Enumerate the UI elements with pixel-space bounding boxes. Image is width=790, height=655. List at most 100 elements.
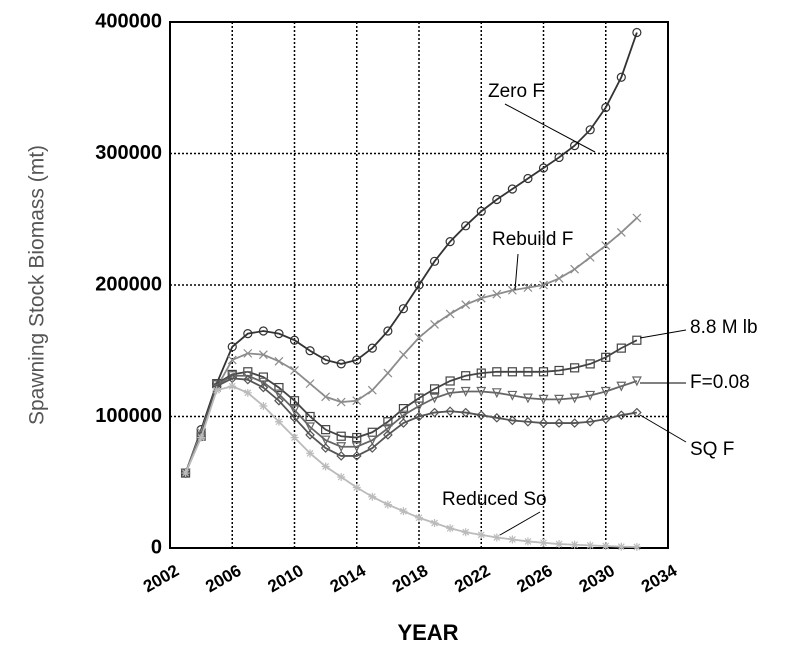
- x-tick-label: 2022: [451, 561, 493, 596]
- point: [492, 533, 501, 542]
- y-tick-label: 100000: [95, 405, 162, 427]
- point: [569, 418, 580, 428]
- y-axis-label: Spawning Stock Biomass (mt): [26, 145, 49, 425]
- leader-line: [639, 414, 687, 443]
- point: [399, 350, 408, 360]
- point: [399, 507, 408, 516]
- point: [259, 401, 268, 410]
- leader-line: [499, 511, 541, 536]
- point: [445, 376, 455, 386]
- point: [429, 384, 440, 394]
- point: [368, 492, 377, 501]
- point: [585, 252, 595, 262]
- point: [429, 407, 440, 418]
- point: [351, 451, 362, 461]
- point: [383, 430, 393, 440]
- y-tick-label: 200000: [95, 273, 162, 295]
- x-tick-label: 2006: [202, 561, 244, 596]
- point: [523, 283, 533, 293]
- point: [585, 390, 596, 401]
- y-tick-label: 400000: [95, 10, 162, 32]
- point: [351, 442, 362, 453]
- point: [336, 397, 346, 407]
- y-tick-label: 300000: [95, 142, 162, 164]
- point: [632, 542, 641, 551]
- point: [492, 289, 502, 299]
- point: [242, 374, 253, 385]
- x-tick-label: 2010: [264, 561, 306, 596]
- point: [616, 410, 627, 421]
- point: [258, 372, 268, 382]
- point: [321, 425, 331, 435]
- point: [320, 435, 331, 446]
- point: [273, 389, 284, 400]
- point: [243, 329, 253, 339]
- point: [243, 348, 253, 358]
- point: [616, 227, 626, 237]
- point: [398, 404, 409, 414]
- point: [601, 352, 611, 362]
- point: [461, 371, 471, 381]
- point: [445, 309, 455, 319]
- point: [398, 304, 409, 314]
- point: [258, 382, 269, 393]
- series-label: F=0.08: [690, 372, 750, 393]
- point: [414, 411, 424, 422]
- point: [305, 346, 315, 356]
- point: [631, 376, 642, 387]
- point: [523, 367, 533, 377]
- point: [321, 462, 330, 471]
- point: [274, 382, 284, 393]
- point: [507, 415, 518, 426]
- point: [336, 431, 346, 441]
- point: [600, 386, 611, 397]
- x-tick-label: 2014: [327, 561, 370, 597]
- point: [289, 405, 300, 416]
- point: [476, 410, 487, 421]
- series-line: [184, 339, 638, 474]
- point: [523, 416, 533, 427]
- point: [429, 393, 440, 404]
- point: [290, 366, 299, 375]
- point: [477, 530, 486, 539]
- point: [460, 386, 471, 397]
- point: [306, 449, 315, 458]
- point: [538, 394, 549, 405]
- point: [382, 423, 393, 434]
- point: [569, 393, 580, 404]
- y-tick-label: 0: [151, 536, 162, 558]
- point: [305, 430, 315, 440]
- series-line: [184, 377, 638, 474]
- point: [507, 367, 517, 377]
- point: [289, 335, 300, 345]
- point: [570, 540, 579, 549]
- point: [227, 355, 237, 365]
- point: [617, 542, 626, 551]
- x-tick-label: 2026: [513, 561, 555, 596]
- point: [601, 241, 611, 250]
- point: [336, 359, 346, 369]
- point: [600, 414, 611, 424]
- point: [430, 519, 439, 528]
- point: [491, 412, 502, 423]
- point: [383, 417, 393, 427]
- point: [445, 406, 455, 417]
- point: [367, 435, 378, 446]
- series-label: Zero F: [488, 81, 544, 102]
- point: [367, 443, 378, 453]
- point: [570, 264, 580, 274]
- series-line: [184, 217, 638, 474]
- point: [274, 329, 284, 339]
- series-label: 8.8 M lb: [690, 317, 758, 338]
- point: [632, 407, 642, 418]
- point: [585, 416, 596, 427]
- point: [336, 442, 347, 453]
- point: [398, 418, 409, 428]
- point: [632, 335, 642, 345]
- point: [538, 163, 549, 173]
- point: [554, 274, 564, 283]
- point: [242, 371, 253, 382]
- point: [461, 528, 470, 537]
- point: [258, 326, 268, 336]
